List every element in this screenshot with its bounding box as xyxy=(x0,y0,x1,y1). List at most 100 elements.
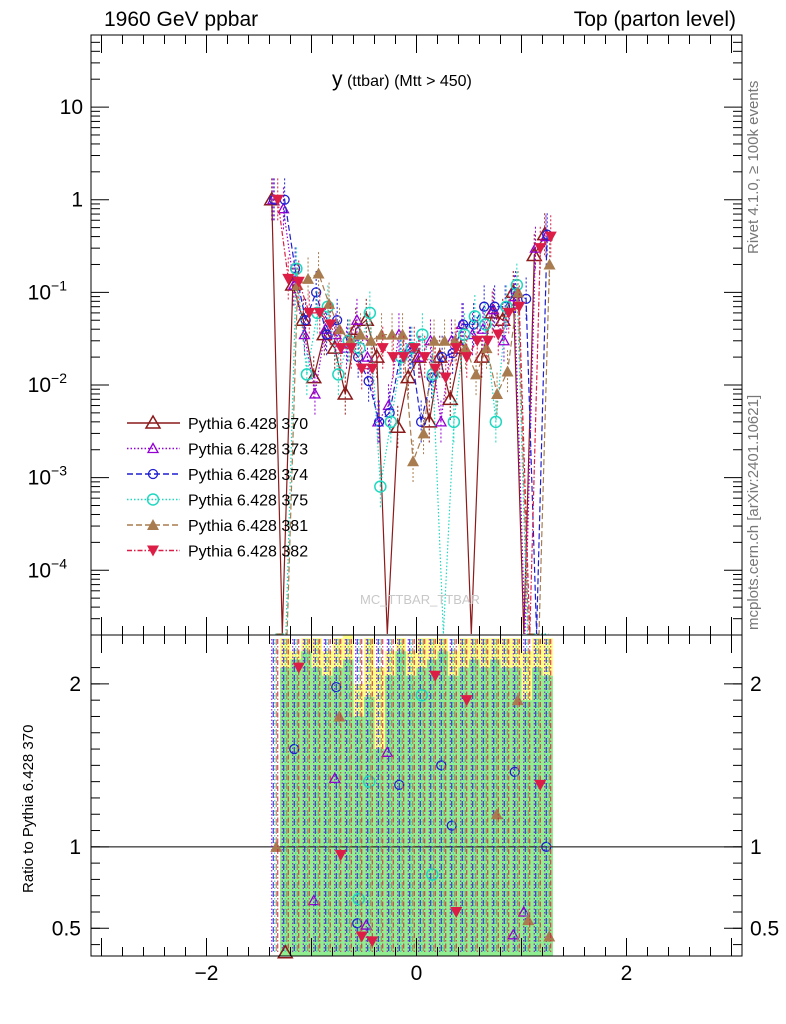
ratio-data-point-p382 xyxy=(292,662,305,674)
main-data-point-p382 xyxy=(471,335,484,347)
main-data-point-p382 xyxy=(345,343,358,355)
ratio-series-group xyxy=(91,639,742,959)
main-data-point-p375 xyxy=(447,415,461,429)
main-data-point-p381 xyxy=(323,297,336,309)
main-data-point-p381 xyxy=(312,267,325,279)
main-data-point-p382 xyxy=(544,231,557,243)
main-data-point-p381 xyxy=(501,365,514,377)
main-y-tick-exponent: −1 xyxy=(51,277,67,293)
main-data-point-p382 xyxy=(460,352,473,364)
legend-marker-p373 xyxy=(146,442,160,454)
ratio-data-point-p382 xyxy=(534,779,547,791)
ratio-band-green xyxy=(364,696,375,956)
main-data-point-p382 xyxy=(376,343,389,355)
main-data-point-p381 xyxy=(375,328,388,340)
main-data-point-p374 xyxy=(384,407,395,419)
main-data-point-p375 xyxy=(489,415,503,429)
main-data-point-p374 xyxy=(447,348,458,359)
legend-label-p382: Pythia 6.428 382 xyxy=(188,544,308,561)
main-data-point-p374 xyxy=(321,329,332,340)
ratio-data-point-p381 xyxy=(490,808,503,820)
ratio-series-p381 xyxy=(270,639,556,954)
main-data-point-p382 xyxy=(355,363,368,375)
main-data-point-p374 xyxy=(426,372,437,383)
main-data-point-p375 xyxy=(374,480,387,493)
ratio-uncertainty-bands xyxy=(280,635,553,956)
ratio-data-point-p374 xyxy=(509,766,520,778)
main-data-point-p375 xyxy=(416,328,429,341)
legend-label-p381: Pythia 6.428 381 xyxy=(188,518,308,535)
main-y-tick-label: 10−2 xyxy=(28,370,68,397)
main-data-point-p382 xyxy=(282,273,295,285)
ratio-data-point-p382 xyxy=(450,907,463,919)
main-data-point-p375 xyxy=(479,318,492,331)
main-data-point-p373 xyxy=(308,387,322,399)
main-data-point-p382 xyxy=(303,307,316,319)
ratio-y-tick-label: 0.5 xyxy=(52,917,81,940)
main-data-point-p381 xyxy=(449,334,462,346)
main-data-point-p373 xyxy=(319,322,332,334)
main-data-point-p373 xyxy=(350,313,364,325)
main-data-point-p381 xyxy=(302,272,315,284)
main-data-point-p382 xyxy=(450,343,463,355)
main-data-point-p370 xyxy=(473,348,491,363)
axes-group: 10 1 10−1 10−2 10−3 10−4 0.5 0.5 1 1 2 2 −2 0 2 xyxy=(28,34,779,985)
legend-marker-p370 xyxy=(144,414,162,429)
ratio-data-point-p373 xyxy=(517,905,530,917)
main-data-point-p370 xyxy=(294,311,312,326)
ratio-band-green xyxy=(448,675,459,956)
plot-title-variable: y xyxy=(332,68,343,91)
ratio-band-green xyxy=(322,675,333,956)
main-data-point-p381 xyxy=(543,258,556,270)
ratio-data-point-p382 xyxy=(334,849,347,861)
ratio-data-point-p382 xyxy=(460,695,473,707)
main-data-point-p381 xyxy=(344,334,357,346)
main-data-point-p381 xyxy=(386,328,399,340)
main-data-point-p375 xyxy=(384,415,398,429)
main-y-tick-exponent: −4 xyxy=(51,555,67,571)
main-data-point-p374 xyxy=(436,351,448,363)
header-process-label: Top (parton level) xyxy=(573,8,736,31)
x-tick-label: 2 xyxy=(621,962,633,985)
main-data-point-p381 xyxy=(470,368,483,380)
main-data-point-p374 xyxy=(468,319,479,330)
main-data-point-p375 xyxy=(468,310,482,323)
legend-marker-p375 xyxy=(146,493,160,506)
main-data-point-p381 xyxy=(480,342,493,354)
ratio-data-point-p373 xyxy=(307,894,320,906)
main-data-point-p374 xyxy=(415,416,427,427)
ratio-data-point-p382 xyxy=(429,670,442,682)
ratio-data-point-p374 xyxy=(289,743,300,755)
main-data-point-p382 xyxy=(492,329,505,341)
main-data-point-p375 xyxy=(332,368,345,381)
legend-marker-p374 xyxy=(147,468,159,480)
ratio-data-point-p382 xyxy=(366,936,379,948)
main-y-tick-exponent: −3 xyxy=(51,463,67,479)
ratio-series-p373 xyxy=(271,639,546,954)
ratio-data-point-p374 xyxy=(331,681,342,693)
main-data-point-p382 xyxy=(313,307,326,319)
main-data-point-p382 xyxy=(334,343,347,355)
x-tick-label: −2 xyxy=(195,962,219,985)
main-data-point-p382 xyxy=(534,243,547,255)
main-data-point-p370 xyxy=(525,246,543,262)
main-y-tick-label: 10−3 xyxy=(28,463,68,490)
main-data-point-p381 xyxy=(459,342,472,354)
ratio-data-point-p375 xyxy=(426,868,439,881)
ratio-y-tick-label: 2 xyxy=(69,673,81,696)
main-y-tick-label: 10−4 xyxy=(28,555,68,582)
main-data-point-p381 xyxy=(365,334,378,346)
main-data-point-p382 xyxy=(481,335,494,347)
main-series-p381 xyxy=(276,243,556,635)
x-tick-label: 0 xyxy=(411,962,423,985)
legend-label-p375: Pythia 6.428 375 xyxy=(188,493,308,510)
ratio-series-p375 xyxy=(274,639,549,954)
main-data-point-p375 xyxy=(290,262,303,275)
main-data-point-p382 xyxy=(387,352,400,364)
main-data-point-p373 xyxy=(298,328,311,340)
main-data-point-p381 xyxy=(428,334,441,346)
ratio-series-p382 xyxy=(277,639,552,954)
legend-marker-p381 xyxy=(147,519,159,530)
main-data-point-p373 xyxy=(497,334,511,346)
